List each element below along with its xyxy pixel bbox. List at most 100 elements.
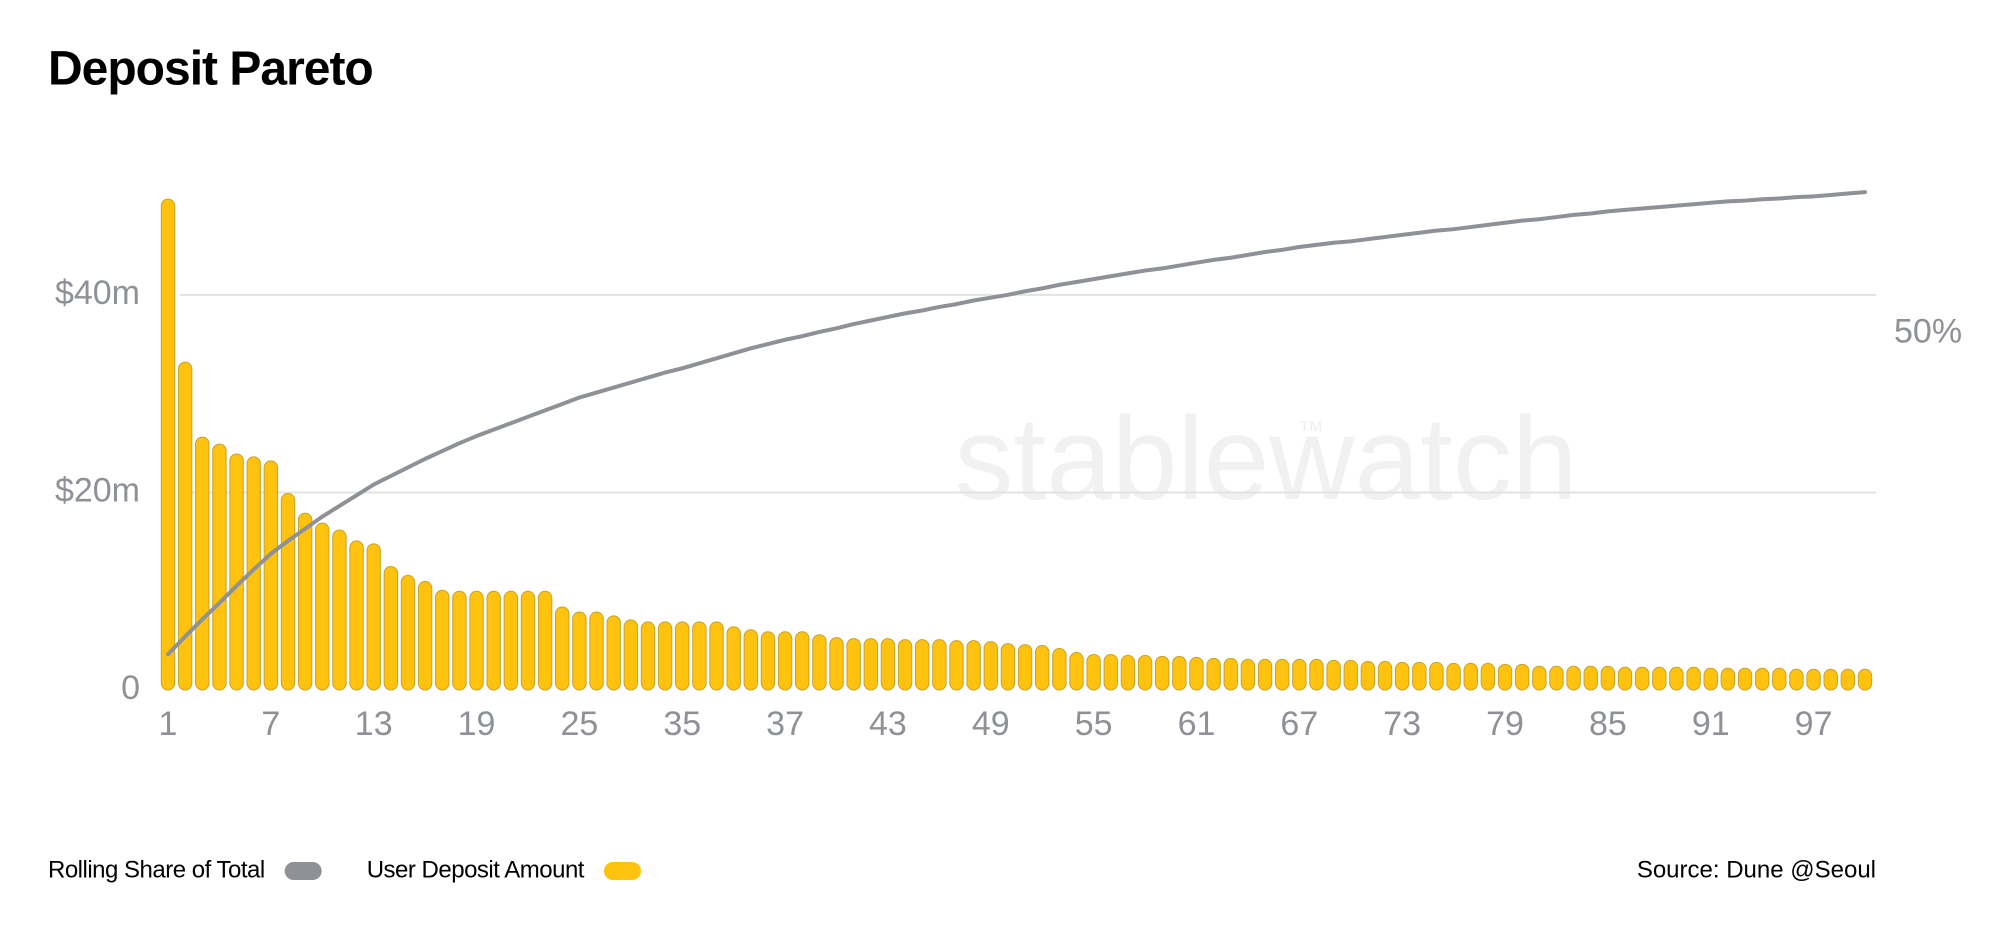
x-tick-label: 97 <box>1795 705 1833 743</box>
x-tick-label: 37 <box>766 705 804 743</box>
bar <box>332 529 347 691</box>
bar <box>263 460 279 691</box>
bar <box>1412 661 1427 691</box>
bar <box>1086 653 1101 691</box>
bar <box>1103 653 1118 691</box>
x-tick-label: 25 <box>560 705 598 743</box>
bar <box>503 590 519 691</box>
bar <box>863 638 878 691</box>
bar <box>1223 657 1238 691</box>
bar <box>812 634 827 691</box>
bar <box>675 621 690 691</box>
bar <box>1069 651 1084 691</box>
bar <box>709 621 724 691</box>
bar <box>1823 668 1838 691</box>
x-tick-label: 67 <box>1280 705 1318 743</box>
bar <box>1309 658 1324 691</box>
bar <box>795 631 810 691</box>
x-tick-label: 49 <box>972 705 1010 743</box>
bar <box>1806 668 1821 691</box>
x-tick-label: 73 <box>1383 705 1421 743</box>
bar <box>623 619 639 691</box>
bar <box>1343 659 1358 691</box>
bar <box>1617 666 1633 691</box>
x-tick-label: 43 <box>869 705 907 743</box>
bar <box>1137 654 1153 691</box>
bar <box>1514 663 1530 691</box>
bar <box>1240 658 1256 691</box>
bar <box>1463 662 1478 691</box>
bar <box>280 492 296 691</box>
bar <box>1429 661 1444 691</box>
bar <box>383 566 399 691</box>
bar <box>692 621 707 691</box>
x-tick-label: 7 <box>261 705 280 743</box>
x-tick-label: 13 <box>355 705 393 743</box>
bar <box>1754 667 1770 691</box>
bar <box>983 641 998 691</box>
bar <box>1840 668 1856 691</box>
legend-swatch <box>284 862 322 880</box>
y-tick-label: 0 <box>121 669 140 707</box>
bar <box>932 639 947 691</box>
bar <box>1377 660 1393 691</box>
bar <box>657 621 673 691</box>
bar <box>1600 665 1616 691</box>
bar <box>1497 663 1513 691</box>
bar <box>1292 658 1307 691</box>
bar <box>760 631 776 691</box>
bar <box>743 629 759 691</box>
bar <box>640 621 656 691</box>
bar <box>829 637 844 691</box>
line <box>166 190 1867 657</box>
bar <box>1257 658 1273 691</box>
x-tick-label: 1 <box>159 705 178 743</box>
bar <box>1652 666 1667 691</box>
bar <box>897 639 913 691</box>
bar <box>1737 667 1753 691</box>
x-tick-label: 19 <box>458 705 496 743</box>
bar <box>1155 655 1170 691</box>
x-tick-label: 91 <box>1692 705 1730 743</box>
watermark-symbol: ™ <box>1298 415 1324 445</box>
watermark: stablewatch <box>954 393 1577 525</box>
bar <box>880 638 896 691</box>
bar <box>366 543 381 691</box>
bar <box>1017 644 1033 691</box>
bar <box>966 640 981 691</box>
bar <box>1566 665 1581 691</box>
legend-label: Rolling Share of Total <box>48 856 265 883</box>
y2-tick-label: 50% <box>1894 312 1962 350</box>
bar <box>1789 668 1804 691</box>
y-tick-label: $40m <box>55 274 140 312</box>
bar <box>846 638 861 691</box>
chart-title: Deposit Pareto <box>48 43 373 96</box>
bar <box>1326 659 1341 691</box>
bar <box>1120 654 1136 691</box>
bar <box>520 590 536 691</box>
bar <box>177 361 193 691</box>
bar <box>1634 666 1650 691</box>
bar <box>1549 665 1564 691</box>
bar <box>160 198 176 691</box>
bar <box>1394 661 1410 691</box>
bar <box>435 589 450 691</box>
bar <box>1772 667 1787 691</box>
x-tick-label: 35 <box>663 705 701 743</box>
bar <box>589 611 604 691</box>
bar <box>349 540 364 691</box>
bar <box>486 590 501 691</box>
x-tick-label: 85 <box>1589 705 1627 743</box>
legend-label: User Deposit Amount <box>367 856 585 883</box>
bar <box>726 626 741 691</box>
y-tick-label: $20m <box>55 471 140 509</box>
bar <box>949 640 964 691</box>
bar <box>1206 657 1221 691</box>
bar <box>1274 658 1290 691</box>
bar <box>1703 667 1718 691</box>
bar <box>777 631 793 691</box>
bar <box>400 574 416 691</box>
bar <box>1052 648 1067 691</box>
source: Source: Dune @Seoul <box>1637 856 1876 883</box>
